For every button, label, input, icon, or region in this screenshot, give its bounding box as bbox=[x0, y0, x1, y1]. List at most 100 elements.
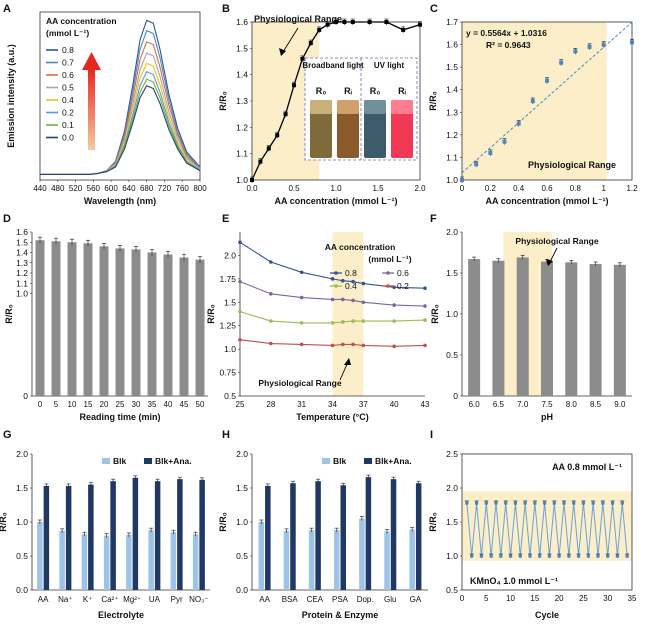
e-legend-label: 0.8 bbox=[345, 268, 357, 278]
b-y-tick-label: 1.0 bbox=[236, 175, 248, 185]
e-legend-label: 0.4 bbox=[345, 281, 357, 291]
b-y-tick-label: 1.4 bbox=[236, 70, 248, 80]
f-bar bbox=[516, 257, 529, 396]
e-physiological-range-label: Physiological Range bbox=[258, 378, 341, 388]
h-x-tick-label: PSA bbox=[332, 595, 349, 604]
d-x-tick-label: 40 bbox=[164, 400, 173, 409]
h-bar-blk-ana bbox=[265, 485, 271, 590]
g-bar-blk-ana bbox=[199, 479, 205, 590]
i-data-point bbox=[625, 554, 629, 558]
spectrum-line-0.0 bbox=[40, 85, 201, 175]
h-legend-swatch bbox=[322, 458, 330, 464]
e-data-point bbox=[299, 295, 304, 300]
i-data-point bbox=[567, 554, 571, 558]
d-bar bbox=[131, 249, 141, 396]
b-data-point bbox=[300, 56, 305, 61]
e-data-point bbox=[238, 309, 242, 314]
b-inset-label-uv: UV light bbox=[374, 61, 405, 70]
b-x-axis-label: AA concentration (mmol L⁻¹) bbox=[275, 196, 398, 206]
c-data-point bbox=[545, 78, 549, 83]
i-cycle-line bbox=[466, 502, 628, 557]
e-legend-marker bbox=[334, 271, 338, 275]
c-y-tick-label: 1.0 bbox=[446, 175, 458, 185]
d-y-axis-label: R/R₀ bbox=[4, 304, 14, 324]
panel-letter: G bbox=[3, 429, 12, 441]
i-data-point bbox=[479, 554, 484, 558]
c-x-tick-label: 0.8 bbox=[570, 184, 582, 193]
f-x-tick-label: 9.0 bbox=[614, 400, 626, 409]
e-data-point bbox=[351, 298, 355, 303]
d-x-tick-label: 15 bbox=[84, 400, 93, 409]
c-data-point bbox=[587, 44, 592, 49]
f-x-tick-label: 7.0 bbox=[517, 400, 529, 409]
e-data-point bbox=[361, 319, 366, 323]
c-x-tick-label: 0 bbox=[460, 184, 465, 193]
h-bar-blk-ana bbox=[315, 481, 321, 590]
i-aa-annotation: AA 0.8 mmol L⁻¹ bbox=[552, 462, 622, 472]
e-y-tick-label: 2.0 bbox=[224, 250, 236, 260]
g-y-tick-label: 0.5 bbox=[16, 551, 28, 561]
c-equation: y = 0.5564x + 1.0316 bbox=[466, 28, 547, 38]
g-x-tick-label: K⁺ bbox=[83, 595, 93, 604]
a-legend-label: 0.6 bbox=[62, 70, 74, 80]
a-legend-title: AA concentration bbox=[46, 16, 117, 26]
b-data-point bbox=[418, 22, 422, 27]
b-inset-vial bbox=[337, 100, 359, 158]
h-y-tick-label: 1.0 bbox=[236, 517, 248, 527]
h-legend-swatch bbox=[364, 458, 372, 464]
i-data-point bbox=[576, 554, 581, 558]
i-data-point bbox=[528, 554, 532, 558]
f-bar bbox=[468, 259, 481, 396]
e-data-point bbox=[351, 319, 355, 323]
e-x-axis-label: Temperature (°C) bbox=[296, 412, 368, 422]
panel-letter: I bbox=[430, 429, 433, 441]
g-bar-blk bbox=[103, 535, 110, 590]
a-legend-label: 0.4 bbox=[62, 95, 74, 105]
e-data-point bbox=[423, 318, 427, 322]
f-bar bbox=[492, 260, 505, 396]
b-data-point bbox=[275, 133, 280, 138]
d-x-tick-label: 20 bbox=[100, 400, 109, 409]
g-x-tick-label: Na⁺ bbox=[58, 595, 72, 604]
e-data-point bbox=[392, 319, 396, 323]
c-y-tick-label: 1.7 bbox=[446, 17, 458, 27]
d-x-axis-label: Reading time (min) bbox=[79, 412, 160, 422]
c-r-squared: R² = 0.9643 bbox=[486, 40, 531, 50]
e-data-point bbox=[269, 260, 273, 264]
plot-frame bbox=[39, 11, 201, 181]
b-data-point bbox=[367, 20, 372, 24]
a-legend-label: 0.7 bbox=[62, 58, 74, 68]
e-data-point bbox=[351, 342, 355, 347]
e-data-point bbox=[330, 321, 335, 325]
a-y-axis-label: Emission intensity (a.u.) bbox=[6, 44, 16, 148]
e-legend-label: 0.2 bbox=[397, 281, 409, 291]
c-data-point bbox=[530, 99, 535, 103]
i-data-point bbox=[606, 554, 610, 558]
b-y-tick-label: 1.3 bbox=[236, 96, 248, 106]
e-data-point bbox=[269, 341, 273, 346]
c-x-tick-label: 0.2 bbox=[485, 184, 497, 193]
d-y-tick-label: 1.4 bbox=[16, 248, 28, 258]
f-x-axis-label: pH bbox=[541, 412, 553, 422]
f-x-tick-label: 7.5 bbox=[541, 400, 553, 409]
h-bar-blk bbox=[258, 522, 265, 590]
d-bar bbox=[163, 254, 173, 396]
a-legend-label: 0.5 bbox=[62, 83, 74, 93]
e-data-point bbox=[340, 278, 345, 283]
a-x-axis-label: Wavelength (nm) bbox=[84, 196, 156, 206]
i-data-point bbox=[523, 501, 527, 505]
d-bar bbox=[147, 252, 157, 396]
panel-letter: H bbox=[222, 429, 230, 441]
b-inset-sample-label: Rᵢ bbox=[398, 86, 406, 96]
e-x-tick-label: 34 bbox=[328, 400, 337, 409]
b-y-tick-label: 1.6 bbox=[236, 17, 248, 27]
d-y-tick-label: 1.5 bbox=[16, 237, 28, 247]
b-x-tick-label: 0.0 bbox=[246, 184, 258, 193]
a-x-tick-label: 760 bbox=[176, 184, 190, 193]
f-annotation-arrowhead bbox=[546, 259, 553, 266]
e-data-point bbox=[299, 342, 304, 347]
d-y-tick-label: 1.1 bbox=[16, 278, 28, 288]
g-x-tick-label: Pyr bbox=[171, 595, 183, 604]
e-y-tick-label: 0.75 bbox=[219, 368, 236, 378]
